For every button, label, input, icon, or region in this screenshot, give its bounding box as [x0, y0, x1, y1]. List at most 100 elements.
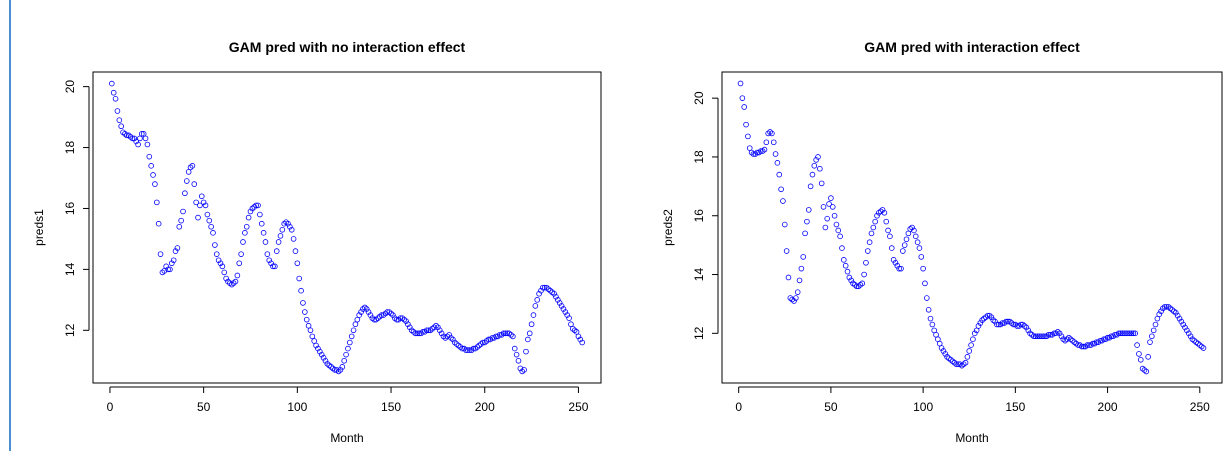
- point: [1027, 330, 1033, 337]
- point: [743, 121, 749, 128]
- point: [138, 131, 145, 137]
- point: [114, 108, 121, 114]
- point: [257, 211, 263, 218]
- point: [579, 339, 585, 346]
- point: [918, 254, 925, 260]
- point: [844, 268, 851, 275]
- point: [957, 361, 963, 367]
- y-tick-label: 18: [63, 141, 77, 155]
- point: [573, 329, 580, 335]
- point: [444, 333, 451, 340]
- point: [358, 309, 364, 315]
- point: [313, 342, 319, 349]
- point: [1090, 340, 1096, 347]
- point: [345, 345, 351, 352]
- point: [410, 329, 417, 335]
- point: [1113, 331, 1120, 338]
- point: [1132, 330, 1139, 337]
- point: [990, 317, 997, 323]
- point: [472, 345, 479, 352]
- point: [745, 133, 751, 140]
- point: [384, 309, 391, 315]
- point: [815, 154, 821, 160]
- point: [146, 153, 153, 160]
- point: [124, 132, 130, 139]
- point: [1043, 333, 1050, 340]
- point: [1069, 337, 1076, 344]
- point: [144, 141, 151, 148]
- point: [1134, 342, 1140, 348]
- point: [1088, 342, 1094, 348]
- point: [1075, 342, 1081, 348]
- point: [270, 263, 276, 270]
- point: [1158, 308, 1164, 315]
- point: [892, 259, 899, 266]
- point: [737, 80, 744, 87]
- point: [903, 236, 910, 243]
- point: [317, 348, 323, 355]
- point: [953, 361, 960, 367]
- point: [1021, 323, 1028, 329]
- point: [1077, 342, 1083, 348]
- point: [1185, 330, 1192, 337]
- point: [423, 327, 430, 334]
- point: [221, 269, 228, 276]
- point: [352, 321, 359, 328]
- point: [1082, 343, 1089, 350]
- point: [1196, 342, 1203, 348]
- point: [947, 356, 954, 363]
- point: [129, 135, 136, 142]
- point: [839, 245, 845, 251]
- point: [807, 183, 814, 190]
- y-tick-label: 14: [692, 268, 706, 282]
- point: [294, 260, 301, 267]
- point: [200, 199, 207, 206]
- point: [112, 96, 119, 102]
- point: [536, 290, 542, 297]
- point: [326, 362, 332, 369]
- point: [900, 248, 906, 254]
- point: [468, 347, 475, 353]
- point: [1182, 324, 1188, 331]
- point: [829, 204, 836, 210]
- point: [1112, 331, 1118, 338]
- point: [393, 316, 400, 323]
- point: [1099, 337, 1105, 344]
- point: [238, 251, 244, 257]
- point: [1005, 318, 1011, 325]
- point: [1036, 333, 1043, 340]
- point: [212, 242, 218, 248]
- point: [1139, 365, 1146, 372]
- point: [333, 367, 340, 373]
- point: [872, 218, 878, 225]
- point: [988, 314, 995, 320]
- point: [914, 239, 921, 245]
- point: [1145, 354, 1151, 360]
- y-tick-label: 20: [63, 80, 77, 94]
- point: [767, 129, 773, 135]
- point: [268, 260, 274, 267]
- point: [837, 233, 843, 240]
- point: [804, 218, 810, 225]
- point: [350, 327, 357, 334]
- point: [551, 290, 557, 297]
- point: [347, 339, 353, 346]
- point: [1029, 331, 1035, 338]
- point: [946, 355, 952, 362]
- point: [846, 274, 853, 281]
- point: [833, 221, 840, 228]
- point: [217, 260, 224, 267]
- point: [1130, 330, 1137, 337]
- point: [283, 219, 289, 225]
- point: [960, 361, 967, 367]
- point: [165, 266, 171, 273]
- point: [371, 316, 377, 323]
- point: [538, 287, 544, 294]
- point: [979, 317, 985, 323]
- point: [435, 324, 441, 331]
- point: [756, 149, 762, 156]
- point: [397, 315, 404, 321]
- point: [243, 223, 250, 230]
- point: [938, 345, 945, 351]
- point: [1097, 337, 1103, 344]
